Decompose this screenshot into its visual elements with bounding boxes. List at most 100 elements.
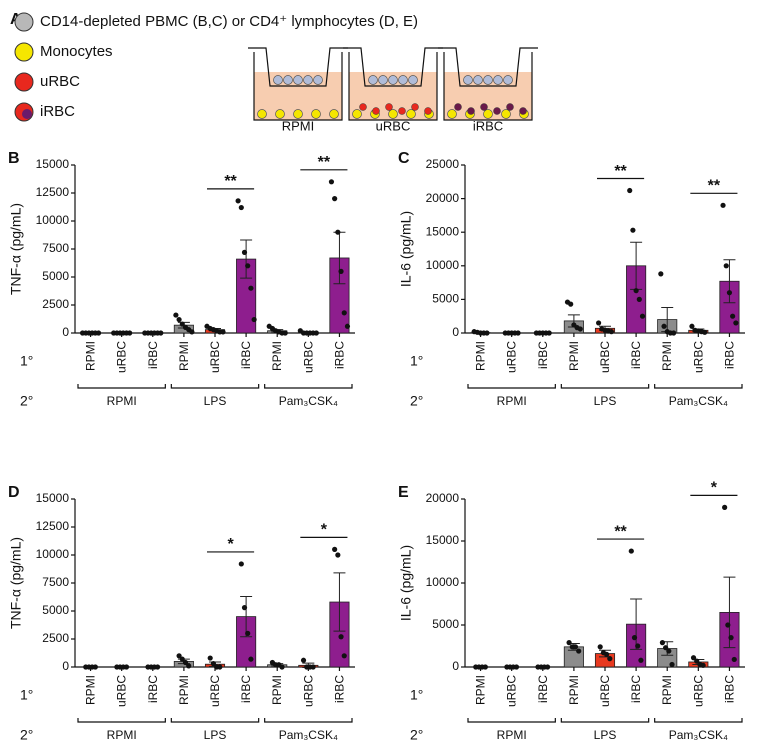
x-tick-label: RPMI [567,341,581,371]
data-point [248,656,254,662]
well-rbc [424,107,432,115]
y-tick-label: 2500 [42,631,69,645]
well-cell [493,75,503,85]
well [348,52,438,121]
x-tick-label: iRBC [146,675,160,703]
group-bracket [170,384,260,389]
data-point [341,310,347,316]
y-tick-label: 0 [62,325,69,339]
group-bracket [654,718,743,723]
data-point [638,657,644,663]
error-bar [240,239,253,279]
insert [248,47,348,87]
y-tick-label: 20000 [426,491,460,505]
well-monocyte [293,109,303,119]
well-rbc [398,107,406,115]
group-bracket [467,384,556,389]
group-bracket [654,384,743,389]
data-point [722,504,728,510]
legend-swatch-inner [22,109,32,119]
x-tick-label: RPMI [84,341,98,371]
x-tick-label: iRBC [332,341,346,369]
well-rbc [372,107,380,115]
data-point [482,664,488,670]
data-point [328,179,335,185]
y-axis-label: TNF-α (pg/mL) [8,537,24,629]
data-point [669,661,675,668]
data-point [597,644,603,650]
data-point [607,656,613,662]
legend-text: uRBC [40,73,80,90]
group-bracket [264,718,353,723]
well-cell [368,75,378,85]
row-label: 2° [410,727,423,743]
y-tick-label: 7500 [42,575,69,589]
y-tick-label: 10000 [36,213,70,227]
data-point [158,330,164,336]
y-tick-label: 15000 [426,533,460,547]
data-point [633,288,639,294]
x-tick-label: uRBC [115,675,129,707]
y-tick-label: 0 [452,325,459,339]
x-tick-label: uRBC [505,341,519,373]
data-point [335,229,341,235]
data-point [728,635,734,641]
x-tick-label: uRBC [691,675,705,707]
group-label: RPMI [497,728,527,742]
x-tick-label: RPMI [474,341,488,371]
data-point [332,546,338,553]
data-point [515,330,521,336]
x-tick-label: iRBC [722,341,736,369]
data-point [179,321,185,327]
y-tick-label: 12500 [36,519,70,533]
x-tick-label: iRBC [629,341,643,369]
data-point [572,644,579,650]
data-point [123,664,130,670]
group-bracket [170,718,260,723]
group-label: LPS [204,728,227,742]
well-rbc [506,103,514,111]
y-tick-label: 10000 [426,258,460,272]
data-point [596,320,602,326]
x-tick-label: RPMI [270,675,284,705]
data-point [726,290,733,296]
data-point [639,313,646,319]
well-monocyte [447,109,457,119]
data-point [245,630,251,637]
well-monocyte [352,109,362,119]
data-point [241,249,248,255]
x-tick-label: uRBC [301,341,315,373]
data-point [310,664,316,670]
data-point [671,330,677,336]
y-tick-label: 5000 [432,292,459,306]
x-tick-label: iRBC [239,341,253,369]
data-point [730,313,736,319]
data-point [568,301,574,307]
data-point [636,296,642,302]
data-point [484,330,490,336]
well-label: RPMI [282,118,315,133]
well-cell [463,75,473,85]
y-tick-label: 15000 [426,224,460,238]
significance-label: ** [614,163,627,180]
x-tick-label: RPMI [84,675,98,705]
row-label: 1° [20,353,33,369]
data-point [279,664,285,670]
well-rbc [385,103,393,111]
y-tick-label: 25000 [426,157,460,171]
insert [438,47,538,87]
error-bar [240,595,253,638]
data-point [608,329,615,335]
y-tick-label: 12500 [36,185,70,199]
group-label: Pam₃CSK₄ [279,728,338,742]
group-label: RPMI [107,728,137,742]
x-tick-label: iRBC [722,675,736,703]
error-bar [333,572,346,632]
data-point [344,323,351,329]
well-rbc [493,107,501,115]
x-tick-label: iRBC [629,675,643,703]
data-point [723,263,729,269]
data-point [627,187,633,194]
well-label: iRBC [473,118,503,133]
